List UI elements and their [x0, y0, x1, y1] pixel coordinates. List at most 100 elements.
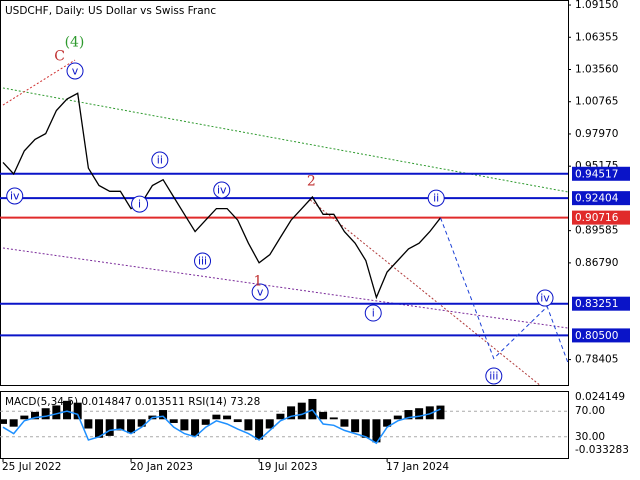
macd-bar — [372, 419, 381, 443]
wave-label: i — [138, 198, 141, 211]
y-tick-label: 1.03560 — [575, 63, 618, 75]
macd-bar — [297, 402, 306, 420]
macd-bar — [52, 405, 61, 420]
macd-bar — [41, 408, 50, 420]
sub-frame — [0, 391, 569, 459]
main-frame — [0, 0, 569, 386]
wave-circle — [6, 187, 24, 205]
macd-bar — [137, 419, 146, 427]
macd-bar — [361, 419, 370, 438]
wave-circle — [536, 289, 554, 307]
macd-bar — [351, 419, 360, 433]
macd-bar — [84, 419, 93, 429]
trendline — [309, 199, 541, 386]
macd-bar — [127, 419, 136, 434]
wave-circle — [364, 304, 382, 322]
price-line — [2, 92, 442, 300]
wave-label: iv — [540, 292, 550, 305]
macd-bar — [180, 419, 189, 431]
level-label: 0.83251 — [575, 298, 618, 310]
level-label-box — [572, 296, 630, 311]
wave-circle — [427, 189, 445, 207]
macd-bar — [255, 419, 264, 440]
macd-bar — [393, 415, 402, 420]
macd-bar — [20, 415, 29, 420]
macd-bar — [0, 419, 7, 424]
macd-bar — [9, 419, 18, 427]
price-line — [440, 217, 569, 365]
level-label: 0.90716 — [575, 212, 619, 224]
x-tick-label: 20 Jan 2023 — [130, 461, 193, 473]
wave-label: C — [54, 49, 65, 65]
macd-bar — [383, 419, 392, 427]
macd-bar — [276, 413, 285, 420]
macd-bar — [159, 410, 168, 420]
y-tick-label: 1.06355 — [575, 31, 618, 43]
y-tick-label: 0.86790 — [575, 257, 618, 269]
x-tick-label: 19 Jul 2023 — [258, 461, 317, 473]
wave-label: ii — [157, 154, 163, 167]
y-tick-label: 0.89585 — [575, 225, 618, 237]
level-label: 0.92404 — [575, 193, 619, 205]
wave-label: 1 — [254, 273, 263, 289]
y-tick-label: -0.033283 — [575, 444, 629, 456]
level-label-box — [572, 328, 630, 343]
macd-bar — [31, 411, 40, 420]
wave-circle — [66, 62, 84, 80]
macd-bar — [105, 419, 114, 436]
level-label: 0.80500 — [575, 330, 618, 342]
rsi-line — [2, 408, 441, 445]
wave-label: (4) — [65, 35, 85, 51]
macd-bar — [191, 419, 200, 436]
macd-bar — [223, 415, 232, 420]
wave-circle — [485, 367, 503, 385]
trendline — [2, 87, 569, 193]
level-label: 0.94517 — [575, 168, 618, 180]
trendline — [2, 247, 569, 329]
chart-title: USDCHF, Daily: US Dollar vs Swiss Franc — [5, 5, 216, 17]
macd-bar — [425, 406, 434, 420]
macd-bar — [95, 419, 104, 438]
macd-bar — [244, 419, 253, 431]
wave-circle — [194, 252, 212, 270]
y-tick-label: 0.78405 — [575, 354, 618, 366]
x-tick-label: 25 Jul 2022 — [2, 461, 61, 473]
level-label-box — [572, 166, 630, 181]
macd-bar — [319, 411, 328, 420]
macd-bar — [169, 419, 178, 423]
macd-bar — [404, 410, 413, 420]
macd-bar — [201, 419, 210, 425]
wave-label: iv — [217, 184, 227, 197]
macd-bar — [436, 405, 445, 420]
wave-circle — [251, 283, 269, 301]
macd-bar — [233, 419, 242, 423]
wave-circle — [213, 181, 231, 199]
macd-bar — [265, 419, 274, 429]
wave-circle — [151, 151, 169, 169]
y-tick-label: 0.97970 — [575, 128, 618, 140]
y2-tick-label: 70.00 — [575, 405, 605, 417]
level-label-box — [572, 191, 630, 206]
macd-bar — [340, 419, 349, 427]
wave-label: i — [372, 307, 375, 320]
macd-bar — [116, 419, 125, 431]
macd-bar — [329, 417, 338, 420]
wave-label: iii — [489, 370, 498, 383]
y-tick-label: 1.00765 — [575, 96, 618, 108]
wave-label: v — [257, 286, 264, 299]
wave-label: 2 — [307, 174, 316, 190]
wave-label: v — [72, 64, 79, 77]
x-tick-label: 17 Jan 2024 — [386, 461, 449, 473]
level-label-box — [572, 210, 630, 225]
macd-bar — [73, 402, 82, 420]
indicator-title: MACD(5,34,5) 0.014847 0.013511 RSI(14) 7… — [5, 396, 260, 408]
y-tick-label: 1.09150 — [575, 0, 618, 11]
macd-bar — [212, 414, 221, 420]
macd-bar — [63, 400, 72, 420]
wave-label: iii — [198, 255, 207, 268]
wave-label: iv — [10, 189, 20, 202]
macd-bar — [415, 408, 424, 420]
y2-tick-label: 30.00 — [575, 431, 605, 443]
macd-bar — [287, 406, 296, 420]
